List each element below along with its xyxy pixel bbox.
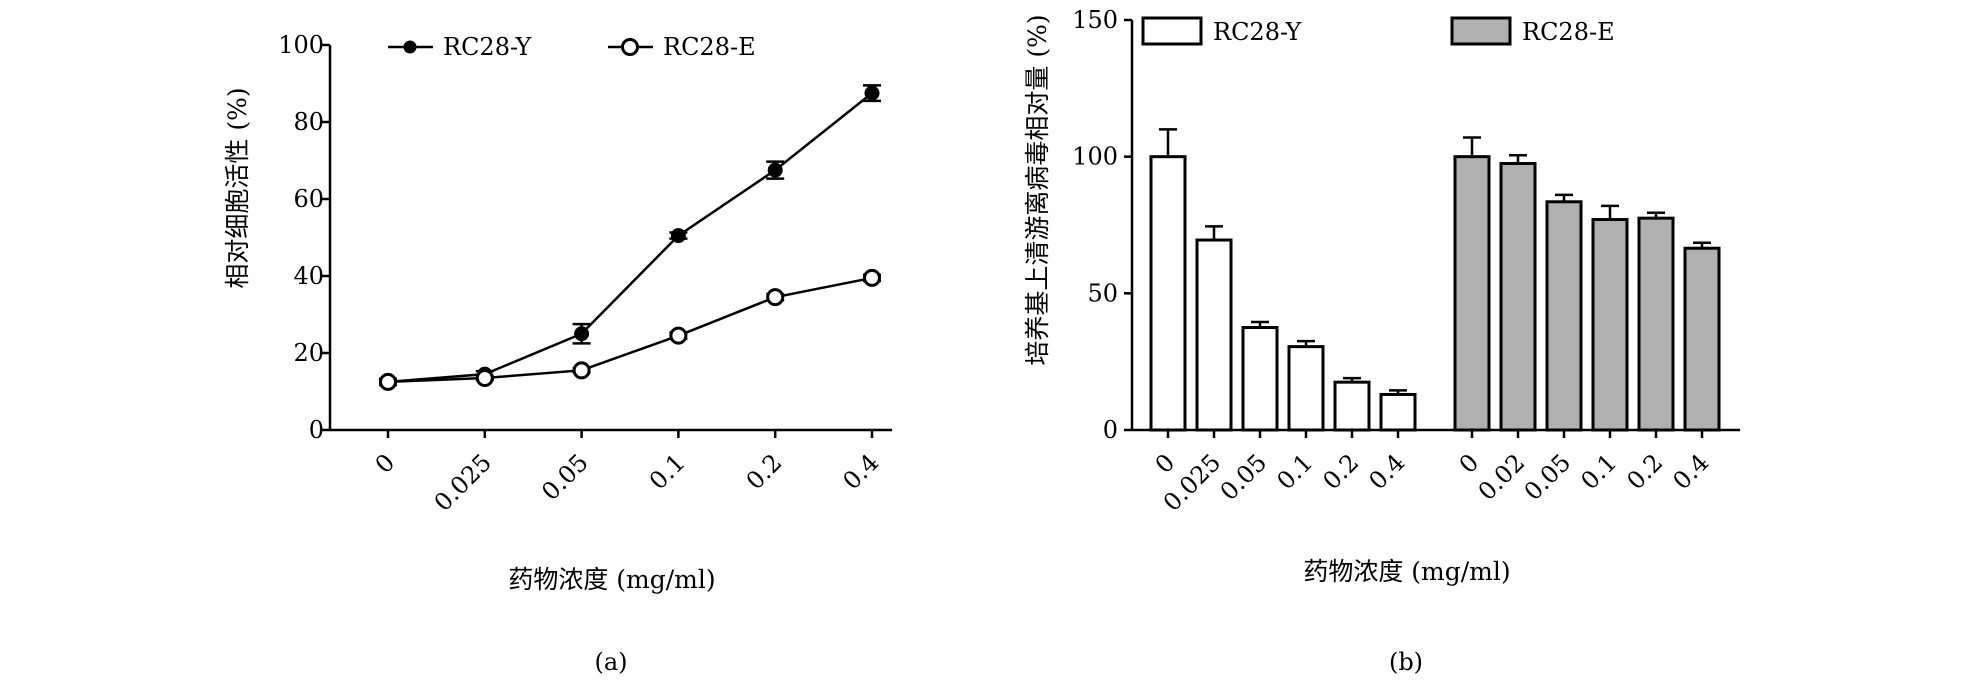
panel-a-data-point <box>475 369 494 388</box>
panel-b-legend-swatch <box>1141 16 1203 46</box>
panel-b-x-tick-label: 0 <box>1454 448 1485 479</box>
panel-b-bar <box>1149 155 1187 432</box>
panel-b-bar <box>1453 155 1491 432</box>
panel-b-x-tick-label: 0 <box>1150 448 1181 479</box>
panel-a-data-point <box>669 326 688 345</box>
panel-a-x-tick-label: 0 <box>370 448 401 479</box>
panel-b-y-tick-label: 50 <box>1087 279 1118 307</box>
panel-b-x-tick-label: 0.4 <box>1667 448 1714 495</box>
panel-b-bar <box>1379 392 1417 432</box>
panel-a-axes <box>328 45 892 432</box>
panel-b-x-tick-label: 0.2 <box>1621 448 1668 495</box>
panel-b-y-tick-label: 0 <box>1103 416 1118 444</box>
panel-b-group-rc28-y <box>1149 128 1417 432</box>
panel-a-x-tick-label: 0.05 <box>536 448 594 506</box>
panel-b-x-tick-label: 0.2 <box>1317 448 1364 495</box>
panel-a-series-line <box>387 92 873 384</box>
panel-a-data-point <box>670 228 686 244</box>
panel-b-bar <box>1287 345 1325 432</box>
panel-a-label: (a) <box>594 648 627 676</box>
panel-a-data-point <box>863 268 881 287</box>
panel-b-bar <box>1241 326 1279 432</box>
panel-a-series-rc28-e <box>379 268 881 391</box>
panel-a-data-point <box>766 288 785 307</box>
panel-b-legend-swatch <box>1450 16 1512 46</box>
panel-b-x-tick-label: 0.1 <box>1575 448 1622 495</box>
panel-b-y-tick-label: 100 <box>1072 143 1118 171</box>
panel-a-legend-marker <box>403 40 417 54</box>
panel-b-x-tick-label: 0.05 <box>1215 448 1273 506</box>
panel-a-y-tick-label: 0 <box>309 416 324 444</box>
panel-a-data-point <box>574 326 590 342</box>
panel-a-x-tick-label: 0.2 <box>741 448 788 495</box>
panel-a-x-tick-label: 0.4 <box>837 448 884 495</box>
panel-a-x-tick-label: 0.025 <box>429 448 497 516</box>
panel-b-bar <box>1683 246 1721 432</box>
panel-a-data-point <box>864 85 880 101</box>
panel-b-x-tick-label: 0.02 <box>1473 448 1531 506</box>
panel-a-series-rc28-y <box>379 84 881 390</box>
panel-a-x-axis-title: 药物浓度 (mg/ml) <box>508 565 715 594</box>
panel-b-x-tick-label: 0.05 <box>1519 448 1577 506</box>
panel-a-legend-marker <box>621 38 639 56</box>
panel-a-y-tick-label: 80 <box>293 108 324 136</box>
panel-a-data-point <box>572 361 591 380</box>
panel-a-ticks: 0 20 40 60 80 100 0 0.025 0.05 0.1 0.2 0.4 <box>278 31 884 517</box>
panel-b-legend: RC28-Y RC28-E <box>1141 16 1615 46</box>
panel-b-bar <box>1545 200 1583 432</box>
panel-a-y-axis-title: 相对细胞活性 (%) <box>223 87 252 288</box>
panel-a-data-point <box>379 372 397 391</box>
panel-b-legend-label: RC28-E <box>1522 18 1615 46</box>
panel-a-legend: RC28-Y RC28-E <box>388 33 756 61</box>
panel-a-y-tick-label: 100 <box>278 31 324 59</box>
panel-a-series <box>379 84 881 391</box>
panel-b-y-tick-label: 150 <box>1072 6 1118 34</box>
panel-a-data-point <box>767 162 783 178</box>
panel-a-y-tick-label: 60 <box>293 185 324 213</box>
panel-a-legend-label: RC28-E <box>663 33 756 61</box>
panel-a-y-tick-label: 20 <box>293 339 324 367</box>
panel-b-x-tick-label: 0.4 <box>1363 448 1410 495</box>
panel-b-legend-label: RC28-Y <box>1213 18 1302 46</box>
panel-b-x-tick-label: 0.1 <box>1271 448 1318 495</box>
panel-a-y-tick-label: 40 <box>293 262 324 290</box>
panel-b-bar <box>1637 216 1675 432</box>
panel-b-y-axis-title: 培养基上清游离病毒相对量 (%) <box>1023 14 1052 365</box>
panel-b-bar <box>1499 162 1537 432</box>
panel-a-series-line <box>387 276 873 384</box>
panel-a-legend-label: RC28-Y <box>443 33 532 61</box>
panel-b-bars <box>1149 128 1721 432</box>
panel-b-bar <box>1333 380 1371 432</box>
panel-b-x-axis-title: 药物浓度 (mg/ml) <box>1303 557 1510 586</box>
panel-b-label: (b) <box>1389 648 1423 676</box>
panel-b-group-rc28-e <box>1453 136 1721 432</box>
panel-b-bar <box>1195 238 1233 432</box>
panel-b-bar <box>1591 218 1629 432</box>
panel-a-x-tick-label: 0.1 <box>644 448 691 495</box>
